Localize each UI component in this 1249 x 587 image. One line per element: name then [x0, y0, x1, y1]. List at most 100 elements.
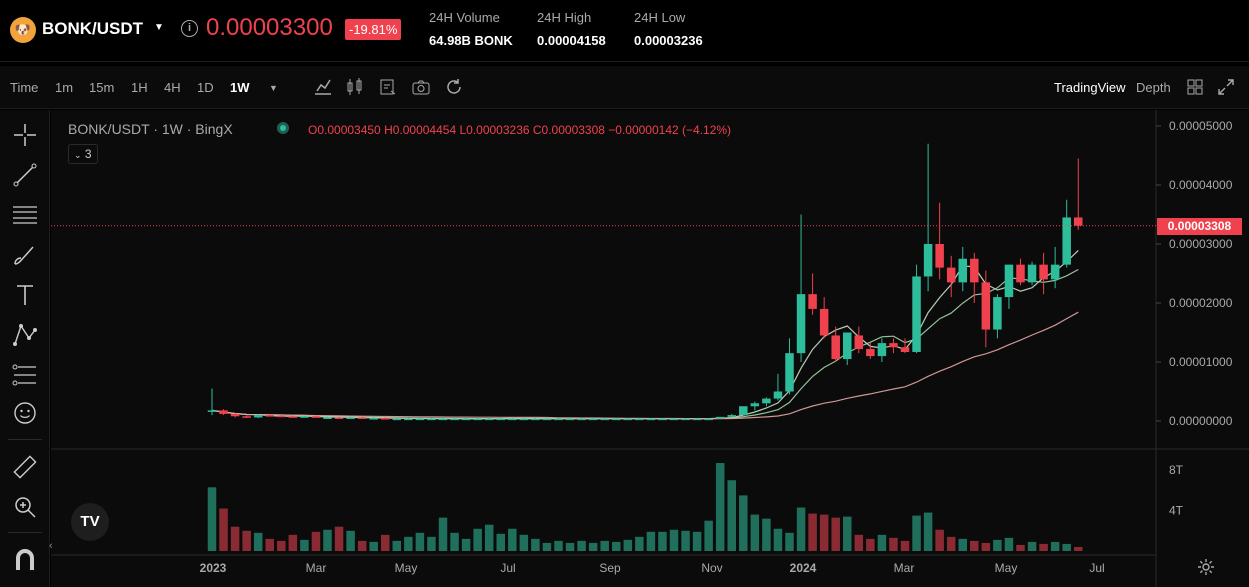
candle-body: [484, 418, 494, 421]
volume-bar: [750, 514, 760, 551]
volume-bar: [900, 540, 910, 551]
chart-pane[interactable]: 0.00005000 0.00004000 0.00003000 0.00002000…: [49, 110, 1249, 587]
volume-bar: [508, 528, 517, 551]
volume-bar: [300, 539, 309, 551]
volume-bar: [739, 495, 748, 551]
candle-body: [727, 415, 736, 417]
stat-value: 0.00003236: [634, 33, 703, 48]
volume-bar: [277, 540, 286, 551]
candle-body: [1027, 264, 1037, 283]
layout-icon[interactable]: [1185, 77, 1205, 97]
template-icon[interactable]: [378, 77, 398, 97]
fib-lines-icon[interactable]: [12, 202, 38, 228]
candle-body: [866, 349, 875, 357]
interval-dropdown-icon[interactable]: ▼: [269, 83, 278, 93]
volume-bar: [554, 540, 563, 551]
trendline-icon[interactable]: [12, 162, 38, 188]
candle-body: [1050, 264, 1060, 280]
y-tick-label: 0.00002000: [1169, 296, 1233, 310]
volume-bar: [1039, 543, 1048, 551]
gear-icon[interactable]: [1197, 558, 1215, 576]
volume-bar: [565, 542, 575, 551]
volume-bar: [704, 520, 713, 551]
ruler-icon[interactable]: [12, 454, 38, 480]
volume-bar: [577, 540, 586, 551]
x-tick-label: May: [395, 561, 418, 575]
stat-24h-low: 24H Low 0.00003236: [634, 10, 703, 48]
interval-1h[interactable]: 1H: [131, 80, 148, 95]
candlestick-chart[interactable]: 0.00005000 0.00004000 0.00003000 0.00002000…: [51, 110, 1249, 587]
candle-body: [277, 415, 286, 418]
y-tick-label: 0.00004000: [1169, 178, 1233, 192]
interval-1d[interactable]: 1D: [197, 80, 214, 95]
volume-bar: [623, 539, 633, 551]
text-icon[interactable]: [12, 282, 38, 308]
view-tradingview-tab[interactable]: TradingView: [1054, 80, 1126, 95]
chart-type-icon[interactable]: [345, 77, 365, 97]
candle-body: [646, 418, 656, 421]
candle-body: [565, 418, 575, 421]
volume-bar: [981, 542, 991, 551]
refresh-icon[interactable]: [444, 77, 464, 97]
zoom-in-icon[interactable]: [12, 494, 38, 520]
status-dot-icon: [277, 122, 289, 134]
candle-body: [242, 416, 251, 418]
volume-bar: [288, 534, 298, 551]
chevron-down-icon[interactable]: ▼: [154, 22, 164, 33]
candle-body: [704, 418, 713, 421]
bonk-logo-icon: 🐶: [10, 17, 36, 43]
fullscreen-icon[interactable]: [1216, 77, 1236, 97]
volume-bar: [450, 532, 459, 551]
volume-tick-label: 8T: [1169, 463, 1184, 477]
indicator-toggle[interactable]: ⌄ 3: [68, 144, 98, 164]
candle-body: [311, 416, 321, 418]
volume-bar: [381, 534, 390, 551]
info-icon[interactable]: i: [181, 20, 198, 37]
pair-selector[interactable]: BONK/USDT: [42, 19, 144, 38]
x-tick-label: 2023: [200, 561, 227, 575]
volume-bar: [542, 542, 552, 551]
stat-label: 24H High: [537, 10, 592, 25]
chart-toolbar: Time 1m 15m 1H 4H 1D 1W ▼ TradingView De…: [0, 66, 1249, 109]
volume-bar: [843, 516, 852, 551]
x-tick-label: May: [995, 561, 1018, 575]
candle-body: [831, 335, 840, 360]
stat-label: 24H Low: [634, 10, 686, 25]
forecast-icon[interactable]: [12, 362, 38, 388]
candle-body: [542, 418, 552, 421]
crosshair-icon[interactable]: [12, 122, 38, 148]
interval-1m[interactable]: 1m: [55, 80, 74, 95]
x-tick-label: Jul: [1089, 561, 1104, 575]
candle-body: [577, 418, 586, 421]
indicators-icon[interactable]: [313, 77, 333, 97]
candle-body: [588, 418, 598, 421]
view-depth-tab[interactable]: Depth: [1136, 80, 1171, 95]
interval-4h[interactable]: 4H: [164, 80, 181, 95]
volume-bar: [958, 538, 967, 551]
change-badge: -19.81%: [345, 19, 402, 40]
pattern-icon[interactable]: [12, 322, 38, 348]
volume-bar: [427, 536, 436, 551]
candle-body: [346, 417, 355, 419]
ma-mid-line: [211, 268, 1079, 420]
candle-body: [288, 416, 298, 418]
current-price-tag: 0.00003308: [1157, 218, 1242, 235]
time-label[interactable]: Time: [10, 80, 39, 95]
emoji-icon[interactable]: [12, 400, 38, 426]
volume-bar: [253, 532, 263, 551]
candle-body: [658, 418, 667, 421]
x-tick-label: 2024: [790, 561, 817, 575]
volume-bar: [230, 526, 240, 551]
brush-icon[interactable]: [12, 242, 38, 268]
tradingview-logo-icon[interactable]: TV: [71, 503, 109, 541]
volume-bar: [785, 532, 794, 551]
candle-body: [369, 418, 378, 420]
magnet-icon[interactable]: [12, 546, 38, 572]
interval-15m[interactable]: 15m: [89, 80, 115, 95]
candle-body: [415, 418, 425, 421]
collapse-toolbar-icon[interactable]: ‹: [49, 540, 53, 552]
candle-body: [796, 294, 806, 354]
interval-1w[interactable]: 1W: [230, 80, 250, 95]
screenshot-icon[interactable]: [411, 77, 431, 97]
x-tick-label: Jul: [500, 561, 515, 575]
